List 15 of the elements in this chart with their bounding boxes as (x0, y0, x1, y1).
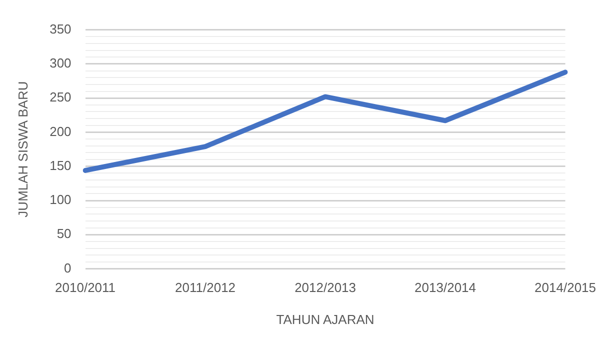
x-tick-label: 2013/2014 (414, 280, 476, 296)
x-tick-label: 2010/2011 (55, 280, 116, 296)
y-tick-label: 300 (50, 56, 72, 71)
x-tick-label: 2014/2015 (534, 280, 596, 296)
x-tick-label: 2011/2012 (175, 280, 236, 296)
y-tick-label: 0 (64, 260, 72, 276)
y-tick-label: 100 (50, 192, 72, 208)
x-axis-title: TAHUN AJARAN (276, 312, 374, 327)
y-tick-label: 350 (50, 21, 72, 36)
y-tick-label: 250 (50, 90, 72, 105)
y-axis-title: JUMLAH SISWA BARU (15, 81, 30, 218)
y-tick-label: 50 (56, 226, 72, 242)
x-tick-label: 2012/2013 (294, 280, 356, 296)
y-tick-label: 150 (50, 158, 72, 173)
y-tick-label: 200 (50, 124, 72, 139)
